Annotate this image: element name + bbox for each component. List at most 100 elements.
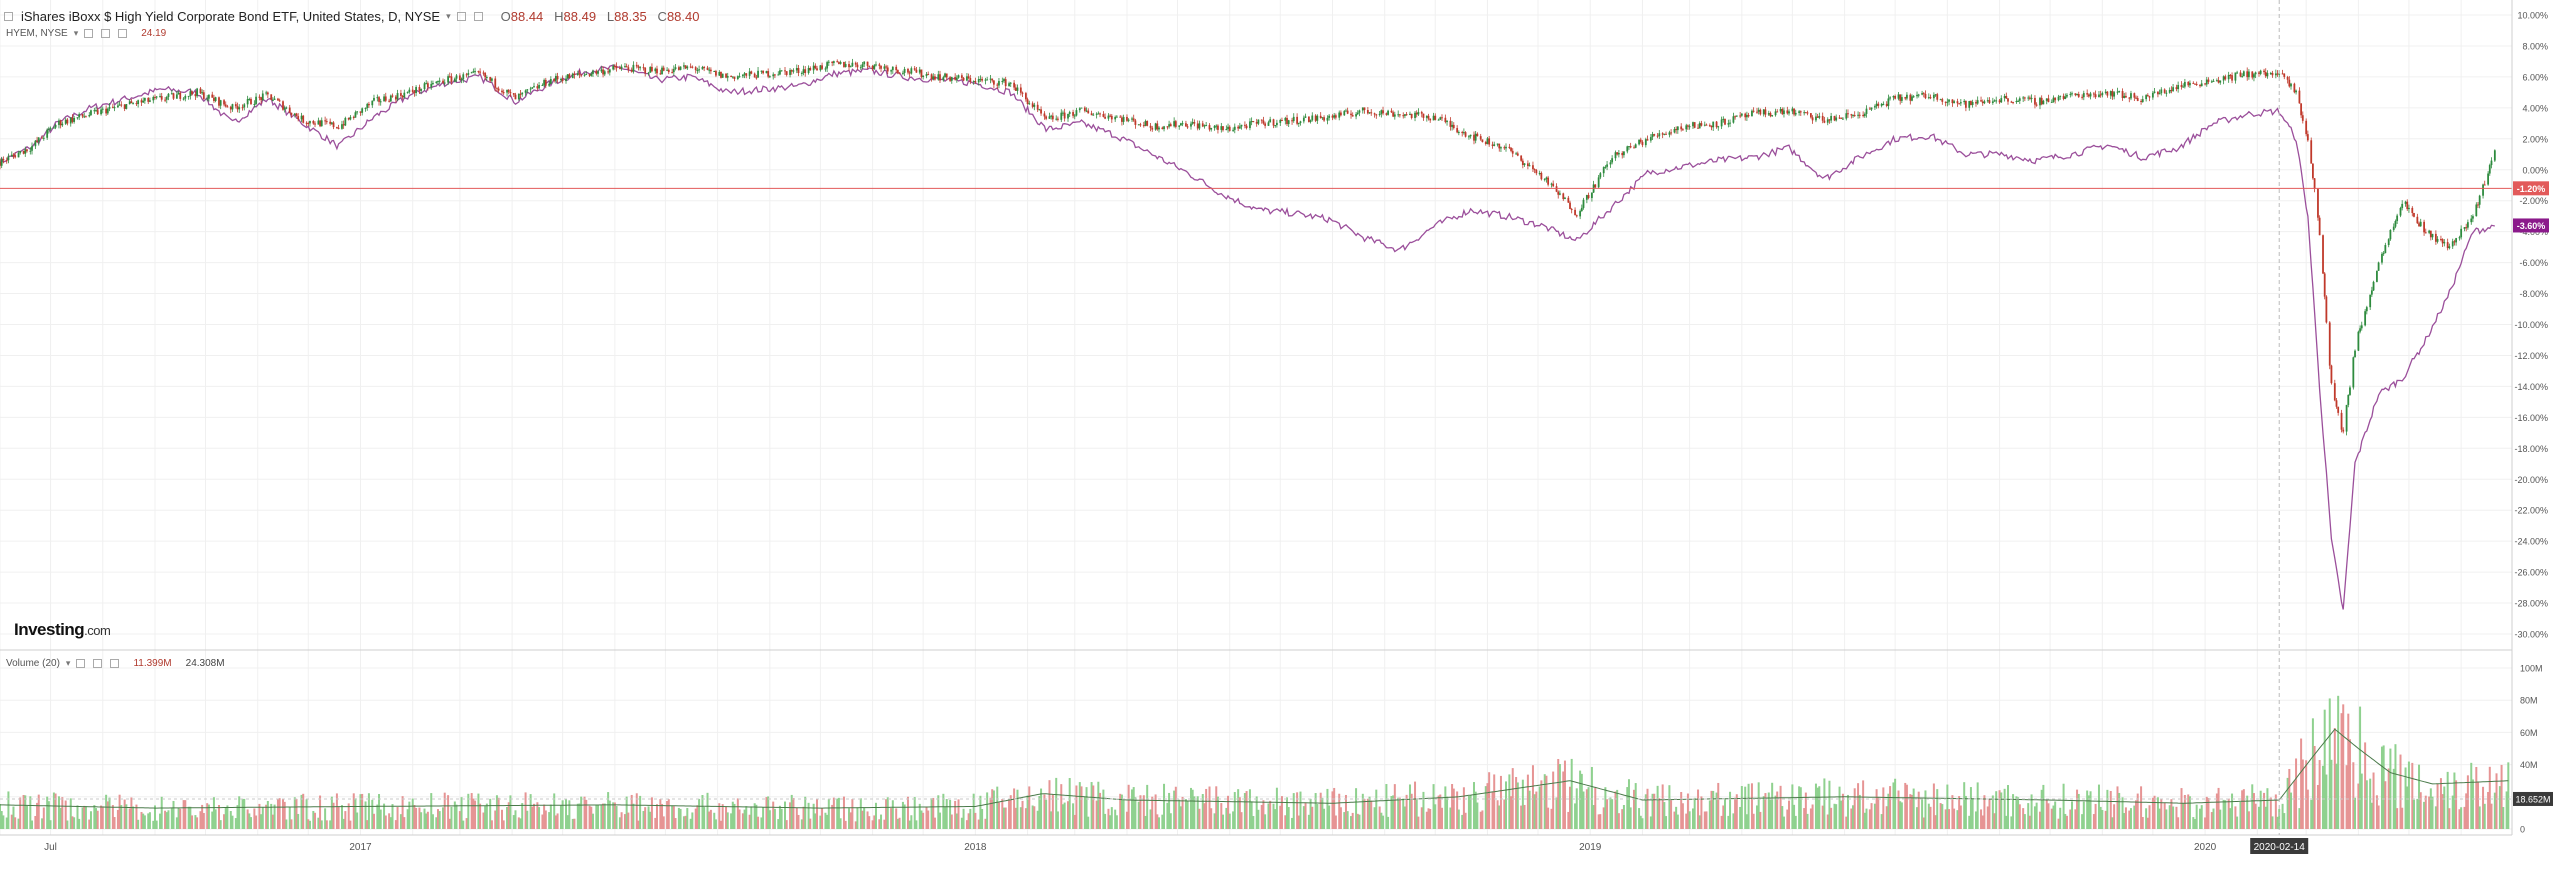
- candle-body: [465, 74, 468, 76]
- volume-bar: [1102, 789, 1105, 829]
- candle-body: [1715, 121, 1718, 128]
- remove-icon[interactable]: [473, 12, 483, 21]
- candle-body: [2446, 242, 2449, 249]
- volume-bar: [177, 807, 180, 829]
- volume-bar: [1582, 791, 1585, 829]
- volume-bar: [1670, 800, 1673, 829]
- volume-bar: [71, 816, 74, 829]
- volume-bar: [1472, 782, 1475, 829]
- volume-bar: [2316, 784, 2319, 829]
- candle-body: [2172, 87, 2174, 91]
- candle-body: [1340, 112, 1342, 116]
- candle-body: [885, 66, 887, 68]
- candle-body: [831, 61, 834, 63]
- volume-bar: [632, 803, 635, 829]
- candle-body: [1156, 123, 1159, 130]
- candle-body: [866, 61, 869, 66]
- candle-body: [2434, 233, 2437, 242]
- volume-bar: [226, 805, 229, 829]
- volume-value: 11.399M: [133, 658, 172, 669]
- volume-bar: [2104, 810, 2107, 829]
- volume-bar: [1368, 796, 1371, 829]
- remove-icon[interactable]: [118, 29, 128, 38]
- candle-body: [1894, 95, 1897, 99]
- last-volume-label: 18.652M: [2515, 794, 2550, 804]
- volume-bar: [1946, 784, 1949, 829]
- volume-bar: [1649, 816, 1652, 829]
- candle-body: [838, 62, 840, 64]
- candle-body: [394, 96, 397, 100]
- volume-bar: [1142, 795, 1145, 829]
- volume-bar: [1909, 794, 1912, 829]
- volume-bar: [543, 804, 546, 829]
- volume-bar: [630, 794, 633, 829]
- volume-bar: [2328, 698, 2331, 829]
- chevron-down-icon[interactable]: ▾: [73, 28, 79, 38]
- volume-bar: [1410, 793, 1413, 829]
- candle-body: [743, 73, 746, 75]
- candle-body: [1681, 129, 1684, 131]
- volume-bar: [1216, 796, 1219, 829]
- volume-bar: [302, 793, 305, 829]
- chevron-down-icon[interactable]: ▾: [65, 658, 71, 668]
- candle-body: [1373, 113, 1376, 115]
- candle-body: [1538, 172, 1541, 174]
- volume-bar: [2406, 786, 2409, 829]
- candle-body: [0, 159, 3, 166]
- volume-bar: [332, 802, 335, 829]
- volume-bar: [474, 800, 477, 829]
- candle-body: [250, 98, 252, 105]
- volume-bar: [1575, 788, 1578, 829]
- volume-bar: [1929, 806, 1932, 829]
- candle-body: [1708, 125, 1711, 127]
- candle-body: [807, 67, 810, 74]
- settings-icon[interactable]: [456, 12, 466, 21]
- volume-bar: [1646, 788, 1649, 829]
- candle-body: [797, 68, 800, 74]
- candle-body: [1304, 116, 1307, 118]
- candle-body: [1314, 115, 1317, 121]
- candle-body: [78, 114, 81, 118]
- collapse-toggle-icon[interactable]: [4, 12, 13, 21]
- visibility-icon[interactable]: [84, 29, 94, 38]
- volume-bar: [285, 819, 288, 829]
- volume-bar: [2357, 783, 2360, 829]
- volume-bar: [821, 808, 824, 829]
- chevron-down-icon[interactable]: ▾: [446, 11, 451, 21]
- candle-body: [1599, 173, 1602, 178]
- candle-body: [642, 67, 645, 69]
- settings-icon[interactable]: [101, 29, 111, 38]
- candle-body: [1090, 113, 1093, 116]
- candle-body: [1995, 100, 1998, 102]
- volume-bar: [447, 795, 450, 829]
- candle-body: [442, 80, 444, 83]
- price-tick-label: -12.00%: [2514, 351, 2548, 361]
- candle-body: [368, 103, 370, 106]
- candle-body: [615, 66, 618, 69]
- candle-body: [435, 81, 438, 83]
- volume-bar: [1019, 807, 1022, 829]
- volume-bar: [2342, 704, 2345, 829]
- candle-body: [29, 150, 32, 152]
- volume-bar: [1048, 780, 1051, 829]
- volume-bar: [2077, 793, 2080, 829]
- candle-body: [1720, 119, 1723, 127]
- volume-bar: [2183, 794, 2186, 829]
- volume-bar: [1661, 784, 1664, 829]
- visibility-icon[interactable]: [76, 659, 86, 668]
- candle-body: [2345, 404, 2348, 432]
- candle-body: [1826, 119, 1829, 123]
- candle-body: [2264, 72, 2267, 77]
- price-tick-label: -6.00%: [2519, 258, 2548, 268]
- candle-body: [859, 67, 862, 69]
- crosshair-date-label: 2020-02-14: [2254, 842, 2306, 853]
- time-tick-label: 2017: [349, 842, 372, 853]
- remove-icon[interactable]: [110, 659, 120, 668]
- settings-icon[interactable]: [93, 659, 103, 668]
- candle-body: [1255, 122, 1258, 124]
- volume-bar: [1016, 789, 1019, 829]
- volume-bar: [2165, 809, 2168, 829]
- candle-body: [1299, 121, 1302, 123]
- candle-body: [2254, 72, 2257, 75]
- candle-body: [1547, 177, 1550, 185]
